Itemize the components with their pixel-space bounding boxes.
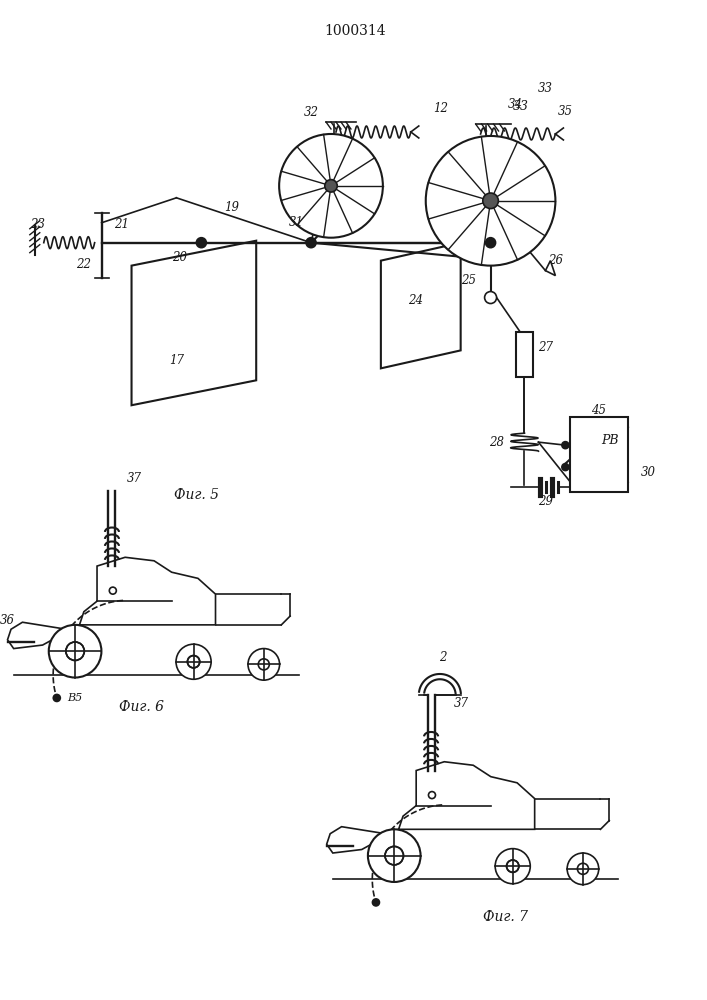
Text: РВ: РВ — [602, 434, 619, 447]
Text: 33: 33 — [513, 100, 529, 113]
Text: 36: 36 — [0, 614, 14, 627]
Text: 28: 28 — [489, 436, 504, 449]
Text: 1000314: 1000314 — [324, 24, 386, 38]
Bar — [571, 417, 629, 492]
Circle shape — [306, 238, 316, 248]
Text: Фиг. 7: Фиг. 7 — [483, 910, 528, 924]
Circle shape — [507, 860, 519, 872]
Circle shape — [385, 846, 404, 865]
Circle shape — [483, 193, 498, 209]
Circle shape — [484, 292, 496, 304]
Polygon shape — [545, 261, 556, 276]
Text: 37: 37 — [127, 472, 141, 485]
Circle shape — [66, 642, 84, 660]
Text: 35: 35 — [558, 105, 573, 118]
Circle shape — [325, 180, 337, 192]
Circle shape — [562, 464, 569, 471]
Circle shape — [567, 853, 599, 885]
Text: 32: 32 — [303, 106, 319, 119]
Text: 19: 19 — [224, 201, 239, 214]
Text: 37: 37 — [453, 697, 469, 710]
Circle shape — [49, 625, 101, 678]
Text: 21: 21 — [114, 218, 129, 231]
Circle shape — [176, 644, 211, 679]
Text: 12: 12 — [433, 102, 448, 115]
Text: 23: 23 — [30, 218, 45, 231]
Text: 33: 33 — [538, 82, 553, 95]
Circle shape — [197, 238, 206, 248]
Text: 24: 24 — [408, 294, 423, 307]
Circle shape — [53, 694, 60, 701]
Bar — [515, 332, 534, 377]
Text: 17: 17 — [169, 354, 184, 367]
Text: Фиг. 5: Фиг. 5 — [174, 488, 219, 502]
Text: 30: 30 — [641, 466, 655, 479]
Text: 31: 31 — [288, 216, 303, 229]
Text: 25: 25 — [461, 274, 476, 287]
Text: В5: В5 — [67, 693, 83, 703]
Circle shape — [562, 442, 569, 449]
Circle shape — [279, 134, 383, 238]
Text: 45: 45 — [591, 404, 606, 417]
Text: 27: 27 — [538, 341, 553, 354]
Circle shape — [486, 238, 496, 248]
Circle shape — [368, 829, 421, 882]
Text: Фиг. 6: Фиг. 6 — [119, 700, 164, 714]
Circle shape — [248, 649, 279, 680]
Text: 34: 34 — [508, 98, 523, 111]
Text: 26: 26 — [548, 254, 563, 267]
Circle shape — [373, 899, 380, 906]
Circle shape — [495, 849, 530, 884]
Circle shape — [426, 136, 556, 266]
Text: 22: 22 — [76, 258, 91, 271]
Circle shape — [187, 656, 199, 668]
Text: 29: 29 — [538, 495, 553, 508]
Text: 20: 20 — [172, 251, 187, 264]
Text: 2: 2 — [439, 651, 447, 664]
